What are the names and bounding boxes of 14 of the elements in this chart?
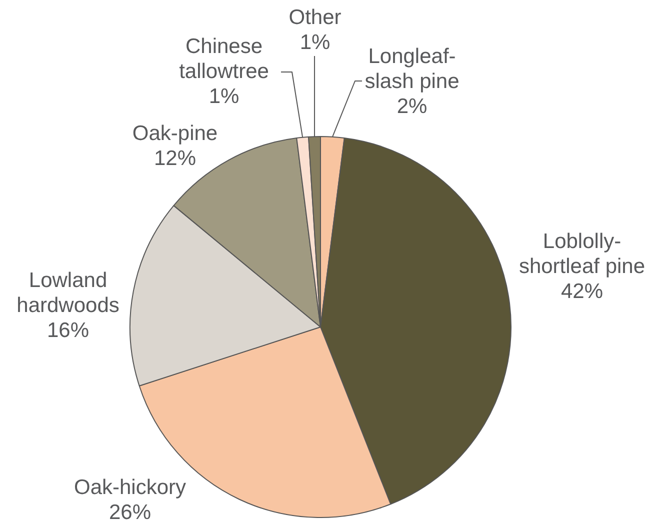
data-label: 1% — [300, 30, 330, 54]
data-label: 42% — [560, 280, 604, 303]
data-label: 2% — [396, 94, 428, 118]
slice-label: Oak-pine — [132, 122, 218, 145]
slice-label: Oak-hickory — [74, 476, 187, 499]
data-label: 16% — [46, 318, 90, 342]
data-label: 1% — [208, 84, 240, 108]
data-label: 12% — [154, 146, 196, 170]
slice-label: Other — [288, 6, 342, 29]
data-label: 26% — [108, 500, 152, 524]
slice-label: Lowland hardwoods — [16, 268, 120, 317]
slice-label: Chinese tallowtree — [179, 34, 269, 83]
slice-label: Longleaf-slash pine — [364, 44, 460, 93]
slice-label: Loblolly-shortleaf pine — [518, 230, 646, 278]
